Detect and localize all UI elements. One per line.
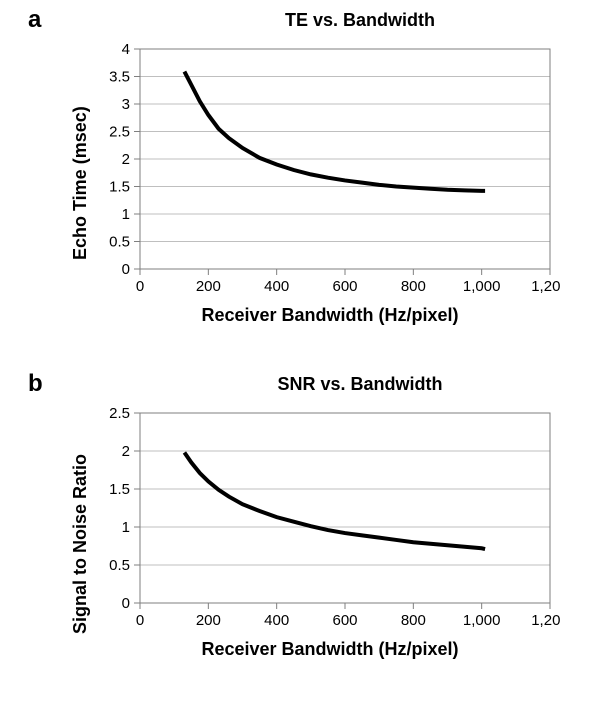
svg-text:0.5: 0.5 (109, 234, 130, 251)
svg-text:1,000: 1,000 (463, 278, 501, 295)
panel-a-label: a (28, 6, 41, 34)
panel-b-svg: 0 200 400 600 800 1,000 1,200 0 0.5 1 1.5 2 2.5 (100, 403, 560, 633)
panel-b-chart: 0 200 400 600 800 1,000 1,200 0 0.5 1 1.5 2 2.5 Rece… (100, 403, 600, 660)
panel-a-xlabel: Receiver Bandwidth (Hz/pixel) (100, 305, 560, 326)
svg-text:1,200: 1,200 (531, 278, 560, 295)
svg-text:2.5: 2.5 (109, 124, 130, 141)
svg-text:0: 0 (136, 612, 144, 629)
svg-text:3: 3 (122, 96, 130, 113)
panel-a-title: TE vs. Bandwidth (0, 0, 600, 31)
svg-text:2: 2 (122, 443, 130, 460)
svg-text:4: 4 (122, 41, 130, 58)
panel-b-title: SNR vs. Bandwidth (0, 364, 600, 395)
panel-b-xlabel: Receiver Bandwidth (Hz/pixel) (100, 639, 560, 660)
svg-text:600: 600 (332, 612, 357, 629)
panel-a-svg: 0 200 400 600 800 1,000 1,200 0 0.5 1 1.5 2 2.5 3 3.5 4 (100, 39, 560, 299)
svg-text:600: 600 (332, 278, 357, 295)
panel-b-ylabel: Signal to Noise Ratio (70, 454, 91, 634)
svg-text:800: 800 (401, 612, 426, 629)
svg-text:1: 1 (122, 519, 130, 536)
svg-text:3.5: 3.5 (109, 69, 130, 86)
svg-text:0.5: 0.5 (109, 557, 130, 574)
panel-a-chart: 0 200 400 600 800 1,000 1,200 0 0.5 1 1.5 2 2.5 3 3.5 4… (100, 39, 600, 326)
svg-text:200: 200 (196, 612, 221, 629)
svg-text:800: 800 (401, 278, 426, 295)
svg-text:2.5: 2.5 (109, 405, 130, 422)
panel-b: b SNR vs. Bandwidth Signal to Noise Rati… (0, 364, 600, 728)
svg-text:1.5: 1.5 (109, 179, 130, 196)
svg-text:0: 0 (136, 278, 144, 295)
svg-text:2: 2 (122, 151, 130, 168)
panel-b-label: b (28, 370, 43, 398)
svg-text:1,200: 1,200 (531, 612, 560, 629)
svg-text:1,000: 1,000 (463, 612, 501, 629)
svg-text:200: 200 (196, 278, 221, 295)
svg-text:400: 400 (264, 278, 289, 295)
svg-text:1.5: 1.5 (109, 481, 130, 498)
svg-text:0: 0 (122, 595, 130, 612)
panel-a-ylabel: Echo Time (msec) (70, 106, 91, 260)
svg-text:1: 1 (122, 206, 130, 223)
svg-text:0: 0 (122, 261, 130, 278)
svg-text:400: 400 (264, 612, 289, 629)
panel-a: a TE vs. Bandwidth Echo Time (msec) 0200… (0, 0, 600, 364)
